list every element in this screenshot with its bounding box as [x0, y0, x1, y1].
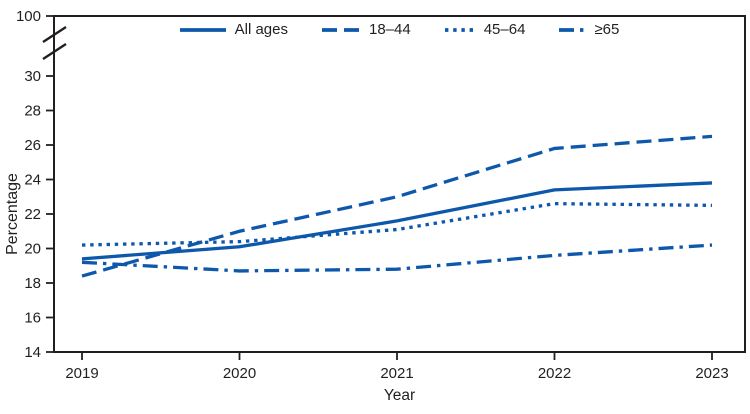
y-axis-title: Percentage [4, 173, 21, 255]
y-axis-tick-label: 20 [24, 241, 41, 258]
legend-label-18-44: 18–44 [369, 21, 411, 38]
legend-label-45-64: 45–64 [483, 21, 526, 38]
y-axis-tick-label: 14 [24, 344, 41, 361]
x-axis-tick-label: 2020 [223, 365, 256, 382]
series-line-18-44 [81, 134, 713, 278]
legend-line-sample-dotted [444, 27, 475, 32]
legend-label-65-plus: ≥65 [594, 21, 620, 38]
legend-item-18-44: 18–44 [322, 21, 411, 38]
x-axis-title: Year [384, 387, 415, 404]
axis-break-slash [42, 25, 67, 44]
y-axis-tick-label: 16 [24, 310, 41, 327]
y-axis-tick-label: 22 [24, 206, 41, 223]
legend-item-45-64: 45–64 [444, 21, 526, 38]
y-axis-tick-label: 28 [24, 103, 41, 120]
axis-break-slash [42, 42, 67, 61]
series-line-45-64 [81, 201, 713, 247]
y-axis-tick-label: 30 [24, 68, 41, 85]
legend-item-65-plus: ≥65 [559, 21, 619, 38]
y-axis-tick-label: 18 [24, 275, 41, 292]
legend-item-all-ages: All ages [179, 21, 288, 38]
y-axis-tick-label: 24 [24, 172, 41, 189]
series-line--65 [81, 243, 713, 273]
x-axis-tick-label: 2019 [65, 365, 98, 382]
x-axis-tick-label: 2023 [695, 365, 728, 382]
series-line-all-ages [81, 181, 713, 261]
x-axis-tick-label: 2022 [538, 365, 571, 382]
legend-label-all-ages: All ages [234, 21, 288, 38]
legend-line-sample-dash-dot [559, 27, 586, 32]
y-axis-tick-label-100: 100 [16, 8, 41, 25]
legend-line-sample-solid [179, 27, 226, 32]
legend-line-sample-dashed [322, 27, 360, 32]
y-axis-tick-label: 26 [24, 137, 41, 154]
chart-legend: All ages 18–44 45–64 ≥65 [54, 21, 745, 38]
plot-frame [53, 15, 746, 353]
x-axis-tick-label: 2021 [380, 365, 413, 382]
